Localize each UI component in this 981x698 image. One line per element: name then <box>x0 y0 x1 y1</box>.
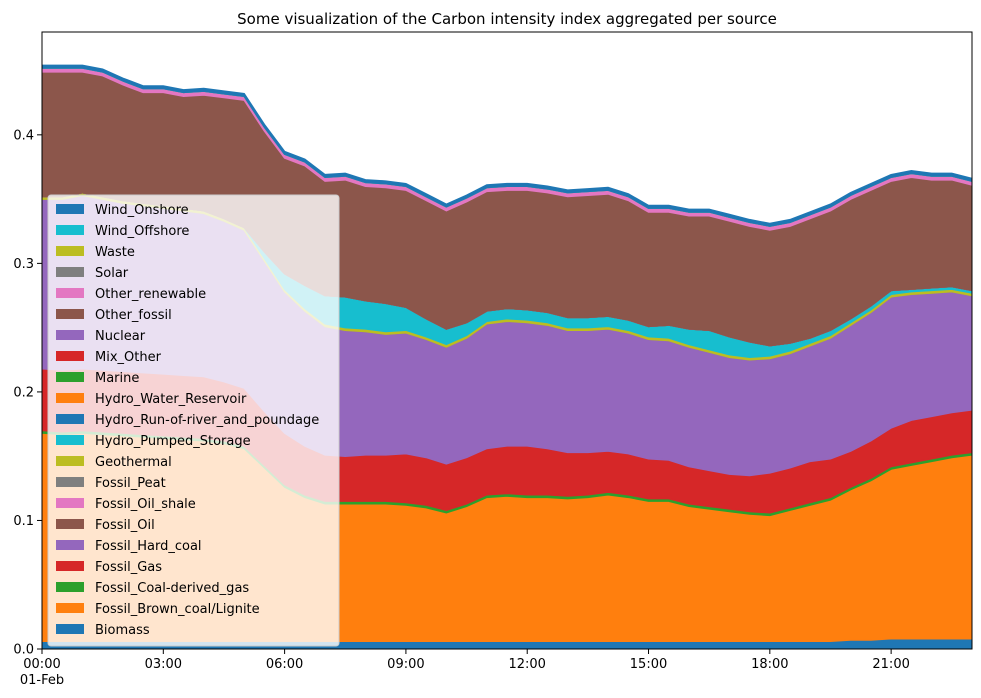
x-tick-label: 15:00 <box>630 657 667 672</box>
legend-label: Fossil_Gas <box>95 560 162 575</box>
legend-swatch <box>56 456 84 466</box>
legend: Wind_Onshore Wind_Offshore Waste Solar Other… <box>47 194 340 647</box>
legend-label: Solar <box>95 266 129 281</box>
legend-label: Waste <box>95 245 135 260</box>
legend-swatch <box>56 204 84 214</box>
y-tick-label: 0.3 <box>13 257 34 272</box>
legend-swatch <box>56 561 84 571</box>
legend-label: Nuclear <box>95 329 146 344</box>
x-tick-label: 18:00 <box>751 657 788 672</box>
legend-label: Hydro_Pumped_Storage <box>95 434 251 449</box>
x-tick-label: 00:00 <box>23 657 60 672</box>
legend-label: Fossil_Oil_shale <box>95 497 196 512</box>
legend-label: Geothermal <box>95 455 172 470</box>
legend-label: Wind_Offshore <box>95 224 189 239</box>
legend-swatch <box>56 225 84 235</box>
legend-swatch <box>56 267 84 277</box>
x-tick-sublabel: 01-Feb <box>20 673 64 688</box>
legend-swatch <box>56 624 84 634</box>
legend-label: Wind_Onshore <box>95 203 189 218</box>
plot-frame <box>41 31 973 650</box>
legend-label: Fossil_Oil <box>95 518 155 533</box>
legend-swatch <box>56 288 84 298</box>
legend-swatch <box>56 330 84 340</box>
y-tick-label: 0.0 <box>13 643 34 658</box>
legend-label: Fossil_Brown_coal/Lignite <box>95 602 260 617</box>
legend-swatch <box>56 393 84 403</box>
legend-label: Marine <box>95 371 139 386</box>
legend-label: Hydro_Run-of-river_and_poundage <box>95 413 319 428</box>
legend-label: Hydro_Water_Reservoir <box>95 392 247 407</box>
legend-box <box>47 194 340 647</box>
legend-swatch <box>56 498 84 508</box>
legend-swatch <box>56 246 84 256</box>
chart-title: Some visualization of the Carbon intensi… <box>237 10 777 28</box>
legend-swatch <box>56 582 84 592</box>
area-wind-onshore <box>42 64 972 227</box>
legend-swatch <box>56 519 84 529</box>
legend-label: Fossil_Peat <box>95 476 166 491</box>
legend-label: Biomass <box>95 623 150 638</box>
y-tick-label: 0.1 <box>13 514 34 529</box>
y-tick-label: 0.4 <box>13 128 34 143</box>
x-tick-label: 03:00 <box>145 657 182 672</box>
legend-swatch <box>56 435 84 445</box>
legend-swatch <box>56 309 84 319</box>
x-tick-label: 06:00 <box>266 657 303 672</box>
x-tick-label: 09:00 <box>387 657 424 672</box>
legend-swatch <box>56 414 84 424</box>
legend-label: Other_fossil <box>95 308 172 323</box>
legend-label: Fossil_Coal-derived_gas <box>95 581 249 596</box>
legend-label: Other_renewable <box>95 287 206 302</box>
legend-swatch <box>56 351 84 361</box>
legend-swatch <box>56 372 84 382</box>
legend-swatch <box>56 540 84 550</box>
legend-swatch <box>56 603 84 613</box>
legend-label: Fossil_Hard_coal <box>95 539 202 554</box>
y-axis: 0.0 0.1 0.2 0.3 0.4 <box>13 128 42 658</box>
legend-swatch <box>56 477 84 487</box>
x-tick-label: 21:00 <box>872 657 909 672</box>
x-tick-label: 12:00 <box>508 657 545 672</box>
y-tick-label: 0.2 <box>13 385 34 400</box>
legend-label: Mix_Other <box>95 350 162 365</box>
